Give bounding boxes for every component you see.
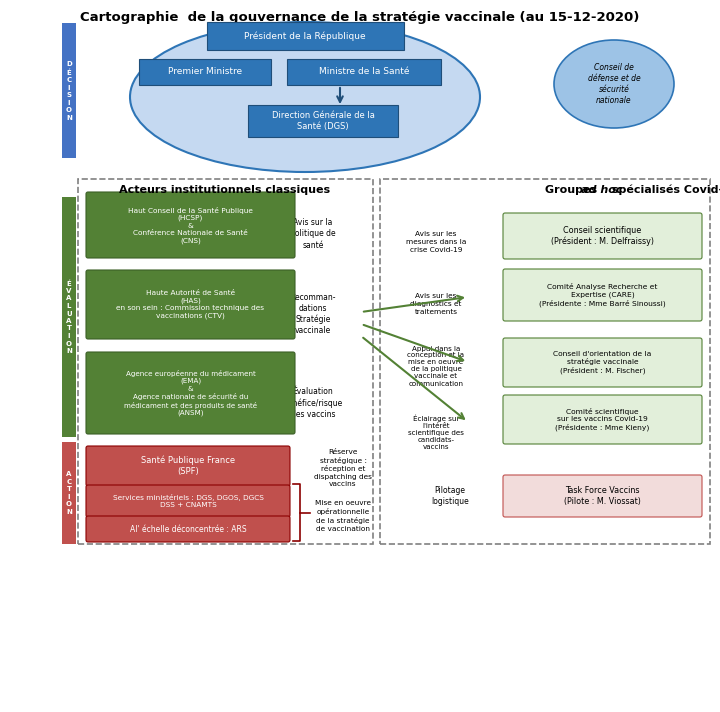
Text: Mise en oeuvre
opérationnelle
de la stratégie
de vaccination: Mise en oeuvre opérationnelle de la stra… [315, 501, 371, 532]
FancyBboxPatch shape [86, 352, 295, 434]
Text: spécialisés Covid-19: spécialisés Covid-19 [608, 184, 720, 195]
Text: Services ministériels : DGS, DGOS, DGCS
DSS + CNAMTS: Services ministériels : DGS, DGOS, DGCS … [112, 494, 264, 508]
FancyBboxPatch shape [503, 475, 702, 517]
FancyBboxPatch shape [503, 213, 702, 259]
FancyBboxPatch shape [86, 516, 290, 542]
Text: Acteurs institutionnels classiques: Acteurs institutionnels classiques [120, 185, 330, 195]
Text: Comité Analyse Recherche et
Expertise (CARE)
(Présidente : Mme Barré Sinoussi): Comité Analyse Recherche et Expertise (C… [539, 283, 666, 307]
FancyBboxPatch shape [86, 485, 290, 517]
Text: Al' échelle déconcentrée : ARS: Al' échelle déconcentrée : ARS [130, 525, 246, 533]
FancyBboxPatch shape [86, 446, 290, 486]
Text: Cartographie  de la gouvernance de la stratégie vaccinale (au 15-12-2020): Cartographie de la gouvernance de la str… [81, 11, 639, 24]
Ellipse shape [554, 40, 674, 128]
Text: Pilotage
logistique: Pilotage logistique [431, 486, 469, 506]
Text: Santé Publique France
(SPF): Santé Publique France (SPF) [141, 456, 235, 476]
Text: Conseil d'orientation de la
stratégie vaccinale
(Président : M. Fischer): Conseil d'orientation de la stratégie va… [554, 351, 652, 375]
Text: Comité scientifique
sur les vaccins Covid-19
(Présidente : Mme Kieny): Comité scientifique sur les vaccins Covi… [555, 408, 649, 431]
Text: Évaluation
bénéfice/risque
des vaccins: Évaluation bénéfice/risque des vaccins [284, 387, 343, 419]
Text: Conseil de
défense et de
sécurité
nationale: Conseil de défense et de sécurité nation… [588, 63, 640, 105]
Text: Recomman-
dations
Stratégie
vaccinale: Recomman- dations Stratégie vaccinale [290, 293, 336, 335]
Text: Direction Générale de la
Santé (DGS): Direction Générale de la Santé (DGS) [271, 111, 374, 131]
Ellipse shape [130, 22, 480, 172]
FancyBboxPatch shape [62, 442, 76, 544]
Text: Avis sur les
mesures dans la
crise Covid-19: Avis sur les mesures dans la crise Covid… [406, 231, 466, 253]
Text: Président de la République: Président de la République [244, 31, 366, 41]
FancyBboxPatch shape [62, 23, 76, 158]
Text: A
C
T
I
O
N: A C T I O N [66, 471, 72, 515]
FancyBboxPatch shape [86, 270, 295, 339]
Text: Agence européenne du médicament
(EMA)
&
Agence nationale de sécurité du
médicame: Agence européenne du médicament (EMA) & … [124, 370, 257, 417]
Text: Task Force Vaccins
(Pilote : M. Viossat): Task Force Vaccins (Pilote : M. Viossat) [564, 486, 640, 506]
Text: Avis sur la
politique de
santé: Avis sur la politique de santé [290, 219, 336, 250]
Text: Groupes: Groupes [545, 185, 601, 195]
Text: Premier Ministre: Premier Ministre [168, 68, 242, 76]
FancyBboxPatch shape [62, 197, 76, 437]
Text: Appui dans la
conception et la
mise en oeuvre
de la politique
vaccinale et
commu: Appui dans la conception et la mise en o… [408, 345, 464, 387]
Text: ad hoc: ad hoc [581, 185, 623, 195]
Text: Réserve
stratégique :
réception et
dispatching des
vaccins: Réserve stratégique : réception et dispa… [314, 449, 372, 487]
FancyBboxPatch shape [86, 192, 295, 258]
Text: Avis sur les
diagnostics et
traitements: Avis sur les diagnostics et traitements [410, 293, 462, 315]
FancyBboxPatch shape [139, 59, 271, 85]
Text: Haut Conseil de la Santé Publique
(HCSP)
&
Conférence Nationale de Santé
(CNS): Haut Conseil de la Santé Publique (HCSP)… [128, 206, 253, 244]
Text: D
É
C
I
S
I
O
N: D É C I S I O N [66, 61, 72, 120]
FancyBboxPatch shape [207, 22, 404, 50]
Text: Éclairage sur
l'intérêt
scientifique des
candidats-
vaccins: Éclairage sur l'intérêt scientifique des… [408, 414, 464, 450]
Text: Haute Autorité de Santé
(HAS)
en son sein : Commission technique des
vaccination: Haute Autorité de Santé (HAS) en son sei… [117, 290, 264, 319]
FancyBboxPatch shape [503, 269, 702, 321]
FancyBboxPatch shape [503, 395, 702, 444]
FancyBboxPatch shape [503, 338, 702, 387]
FancyBboxPatch shape [248, 105, 398, 137]
Text: É
V
A
L
U
A
T
I
O
N: É V A L U A T I O N [66, 280, 72, 354]
Text: Ministre de la Santé: Ministre de la Santé [319, 68, 409, 76]
Text: Conseil scientifique
(Président : M. Delfraissy): Conseil scientifique (Président : M. Del… [551, 226, 654, 246]
FancyBboxPatch shape [287, 59, 441, 85]
